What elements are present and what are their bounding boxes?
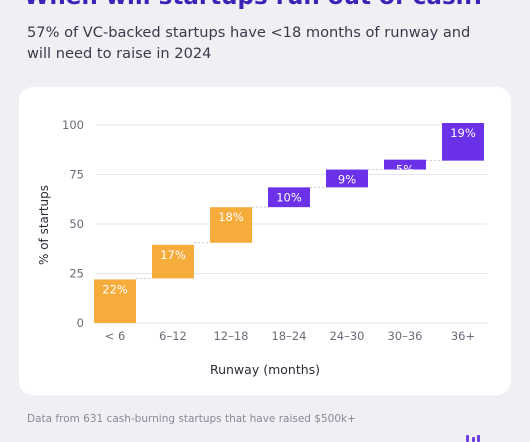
x-tick-label: 30–36 — [387, 329, 422, 343]
x-tick-label: 12–18 — [213, 329, 248, 343]
x-tick-label: 18–24 — [271, 329, 306, 343]
waterfall-chart: 22% 17% 18% 10% 9% 5% 19% 0 25 50 75 100 < 6 6–12 12… — [37, 118, 487, 377]
bar — [94, 279, 136, 323]
bar-value-label: 19% — [450, 126, 476, 140]
y-tick-label: 50 — [69, 217, 84, 231]
bar — [442, 123, 484, 161]
y-tick-labels: 0 25 50 75 100 — [62, 118, 84, 330]
footnote: Data from 631 cash-burning startups that… — [27, 413, 356, 425]
x-tick-label: < 6 — [105, 329, 126, 343]
x-tick-label: 24–30 — [329, 329, 364, 343]
bar-value-label: 9% — [338, 173, 356, 187]
x-tick-labels: < 6 6–12 12–18 18–24 24–30 30–36 36+ — [105, 329, 475, 343]
y-axis-label: % of startups — [37, 185, 51, 265]
bar — [268, 187, 310, 208]
x-tick-label: 6–12 — [159, 329, 187, 343]
connector-lines — [136, 160, 442, 279]
bar-value-label: 22% — [102, 282, 128, 296]
bar-value-label: 17% — [160, 248, 186, 262]
x-axis-label: Runway (months) — [210, 362, 320, 377]
x-tick-label: 36+ — [451, 329, 475, 343]
bar — [210, 207, 252, 243]
y-tick-label: 0 — [77, 316, 84, 330]
bar-value-label: 5% — [396, 163, 414, 177]
chart-card: 22% 17% 18% 10% 9% 5% 19% 0 25 50 75 100 < 6 6–12 12… — [19, 87, 511, 395]
bar-value-label: 18% — [218, 210, 244, 224]
y-tick-label: 25 — [69, 267, 84, 281]
bar — [326, 169, 368, 188]
chart-subtitle: 57% of VC-backed startups have <18 month… — [27, 24, 471, 62]
bar — [152, 244, 194, 279]
bars: 22% 17% 18% 10% 9% 5% 19% — [94, 123, 484, 323]
y-tick-label: 100 — [62, 118, 84, 132]
bar-value-label: 10% — [276, 190, 302, 204]
bar — [384, 159, 426, 170]
y-tick-label: 75 — [69, 168, 84, 182]
gridlines — [96, 124, 487, 324]
brand-logo-icon — [466, 435, 480, 442]
chart-title: When will startups run out of cash? — [24, 0, 485, 10]
